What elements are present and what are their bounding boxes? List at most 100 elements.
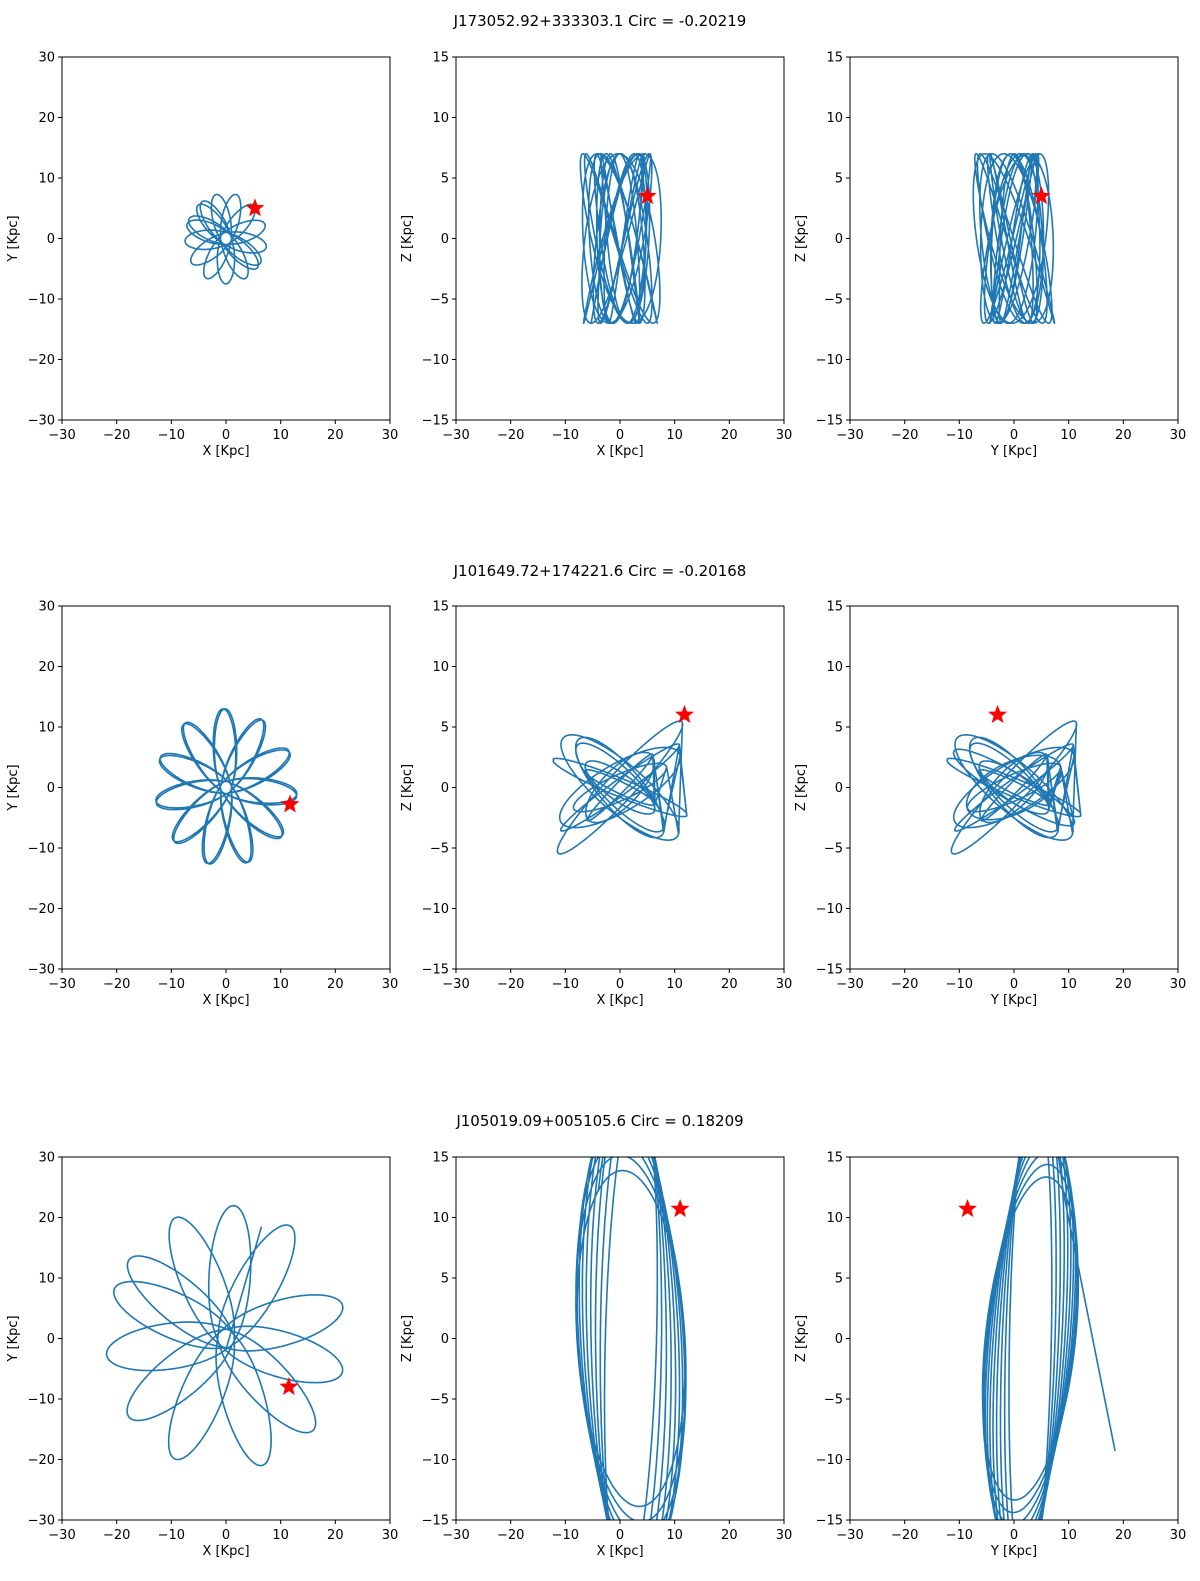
x-tick-label: 10 (666, 428, 683, 443)
panel-2-1: −30 −20 −10 0 10 20 30 −30 −20 −10 0 10 20 30 X [Kpc] Y… (6, 600, 398, 1009)
y-tick-label: −10 (422, 902, 449, 917)
x-tick-label: −20 (497, 977, 524, 992)
x-tick-label: 10 (272, 977, 289, 992)
y-axis-label: Y [Kpc] (6, 1315, 21, 1362)
x-axis-label: X [Kpc] (596, 993, 643, 1008)
y-tick-label: −30 (28, 414, 55, 429)
x-tick-label: −20 (497, 428, 524, 443)
x-tick-label: 20 (327, 1528, 344, 1543)
y-axis-label: Z [Kpc] (400, 215, 415, 262)
orbit-line (981, 1157, 1116, 1520)
x-tick-label: 20 (1115, 977, 1132, 992)
x-tick-label: 0 (1010, 428, 1018, 443)
star-marker (245, 198, 265, 217)
star-marker (1031, 186, 1051, 205)
y-tick-label: −15 (816, 414, 843, 429)
y-tick-label: 10 (432, 660, 449, 675)
star-marker (988, 704, 1008, 723)
x-tick-label: 10 (1060, 977, 1077, 992)
row-title: J173052.92+333303.1 Circ = -0.20219 (453, 12, 747, 30)
y-tick-label: 0 (835, 781, 843, 796)
y-tick-label: −30 (28, 963, 55, 978)
x-tick-label: −10 (158, 1528, 185, 1543)
y-axis-label: Y [Kpc] (6, 764, 21, 811)
panel-3-1: −30 −20 −10 0 10 20 30 −30 −20 −10 0 10 20 30 X [Kpc] Y… (6, 1151, 398, 1560)
x-tick-label: 20 (1115, 428, 1132, 443)
x-tick-label: 20 (327, 977, 344, 992)
x-tick-label: −30 (48, 977, 75, 992)
axes-frame (455, 605, 785, 970)
y-tick-label: −10 (816, 902, 843, 917)
y-tick-label: 10 (38, 1272, 55, 1287)
axes-frame (61, 56, 391, 421)
y-tick-label: 5 (441, 172, 449, 187)
y-tick-label: −5 (430, 293, 449, 308)
y-tick-label: −10 (816, 353, 843, 368)
y-tick-label: −15 (816, 1514, 843, 1529)
y-tick-label: −5 (824, 293, 843, 308)
orbit-line (972, 153, 1056, 324)
star-marker (958, 1199, 977, 1218)
row-1: J173052.92+333303.1 Circ = -0.20219 −30 −2… (6, 12, 1186, 459)
y-tick-label: 15 (826, 600, 843, 615)
axes-frame (61, 605, 391, 970)
y-tick-label: 20 (38, 1211, 55, 1226)
x-tick-label: 10 (272, 428, 289, 443)
axes-frame (61, 1156, 391, 1521)
x-tick-label: 30 (382, 1528, 399, 1543)
row-title: J105019.09+005105.6 Circ = 0.18209 (455, 1112, 743, 1130)
y-tick-label: −5 (430, 842, 449, 857)
x-axis-label: X [Kpc] (202, 1544, 249, 1559)
x-tick-label: 0 (616, 1528, 624, 1543)
y-tick-label: 0 (441, 232, 449, 247)
y-tick-label: 0 (835, 232, 843, 247)
y-tick-label: 10 (432, 1211, 449, 1226)
y-tick-label: 5 (441, 721, 449, 736)
x-axis-label: X [Kpc] (202, 444, 249, 459)
star-marker (675, 704, 694, 723)
x-tick-label: −10 (552, 428, 579, 443)
y-tick-label: 5 (835, 1272, 843, 1287)
y-tick-label: 10 (826, 660, 843, 675)
y-tick-label: 30 (38, 1151, 55, 1166)
x-tick-label: 10 (272, 1528, 289, 1543)
panel-3-2: −30 −20 −10 0 10 20 30 −15 −10 −5 0 5 10 15 X [Kpc] Z [… (400, 1151, 792, 1560)
y-axis-label: Z [Kpc] (400, 764, 415, 811)
x-tick-label: −30 (836, 428, 863, 443)
orbit-line (579, 153, 662, 324)
y-tick-label: 0 (441, 781, 449, 796)
x-tick-label: 0 (222, 977, 230, 992)
y-tick-label: −10 (422, 353, 449, 368)
y-tick-label: 0 (47, 781, 55, 796)
y-tick-label: 15 (826, 1151, 843, 1166)
y-tick-label: 5 (835, 172, 843, 187)
orbit-line (552, 720, 688, 855)
x-tick-label: 10 (1060, 428, 1077, 443)
x-tick-label: 20 (721, 977, 738, 992)
y-tick-label: −30 (28, 1514, 55, 1529)
x-tick-label: −20 (891, 1528, 918, 1543)
y-tick-label: 15 (432, 600, 449, 615)
y-tick-label: 20 (38, 660, 55, 675)
x-tick-label: −20 (103, 428, 130, 443)
y-axis-label: Z [Kpc] (794, 764, 809, 811)
panel-1-2: −30 −20 −10 0 10 20 30 −15 −10 −5 0 5 10 15 X [Kpc] Z [… (400, 51, 792, 460)
x-tick-label: 30 (1170, 428, 1187, 443)
x-axis-label: X [Kpc] (202, 993, 249, 1008)
x-tick-label: −20 (891, 977, 918, 992)
y-tick-label: −5 (824, 842, 843, 857)
x-axis-label: X [Kpc] (596, 1544, 643, 1559)
x-tick-label: −30 (48, 428, 75, 443)
panel-2-2: −30 −20 −10 0 10 20 30 −15 −10 −5 0 5 10 15 X [Kpc] Z [… (400, 600, 792, 1009)
x-tick-label: −30 (48, 1528, 75, 1543)
x-tick-label: −30 (442, 1528, 469, 1543)
y-tick-label: 15 (432, 51, 449, 66)
y-tick-label: −10 (28, 1393, 55, 1408)
y-tick-label: 0 (441, 1332, 449, 1347)
row-title: J101649.72+174221.6 Circ = -0.20168 (453, 562, 747, 580)
x-tick-label: −10 (158, 977, 185, 992)
y-tick-label: 10 (826, 1211, 843, 1226)
y-tick-label: −5 (430, 1393, 449, 1408)
x-tick-label: 0 (1010, 977, 1018, 992)
